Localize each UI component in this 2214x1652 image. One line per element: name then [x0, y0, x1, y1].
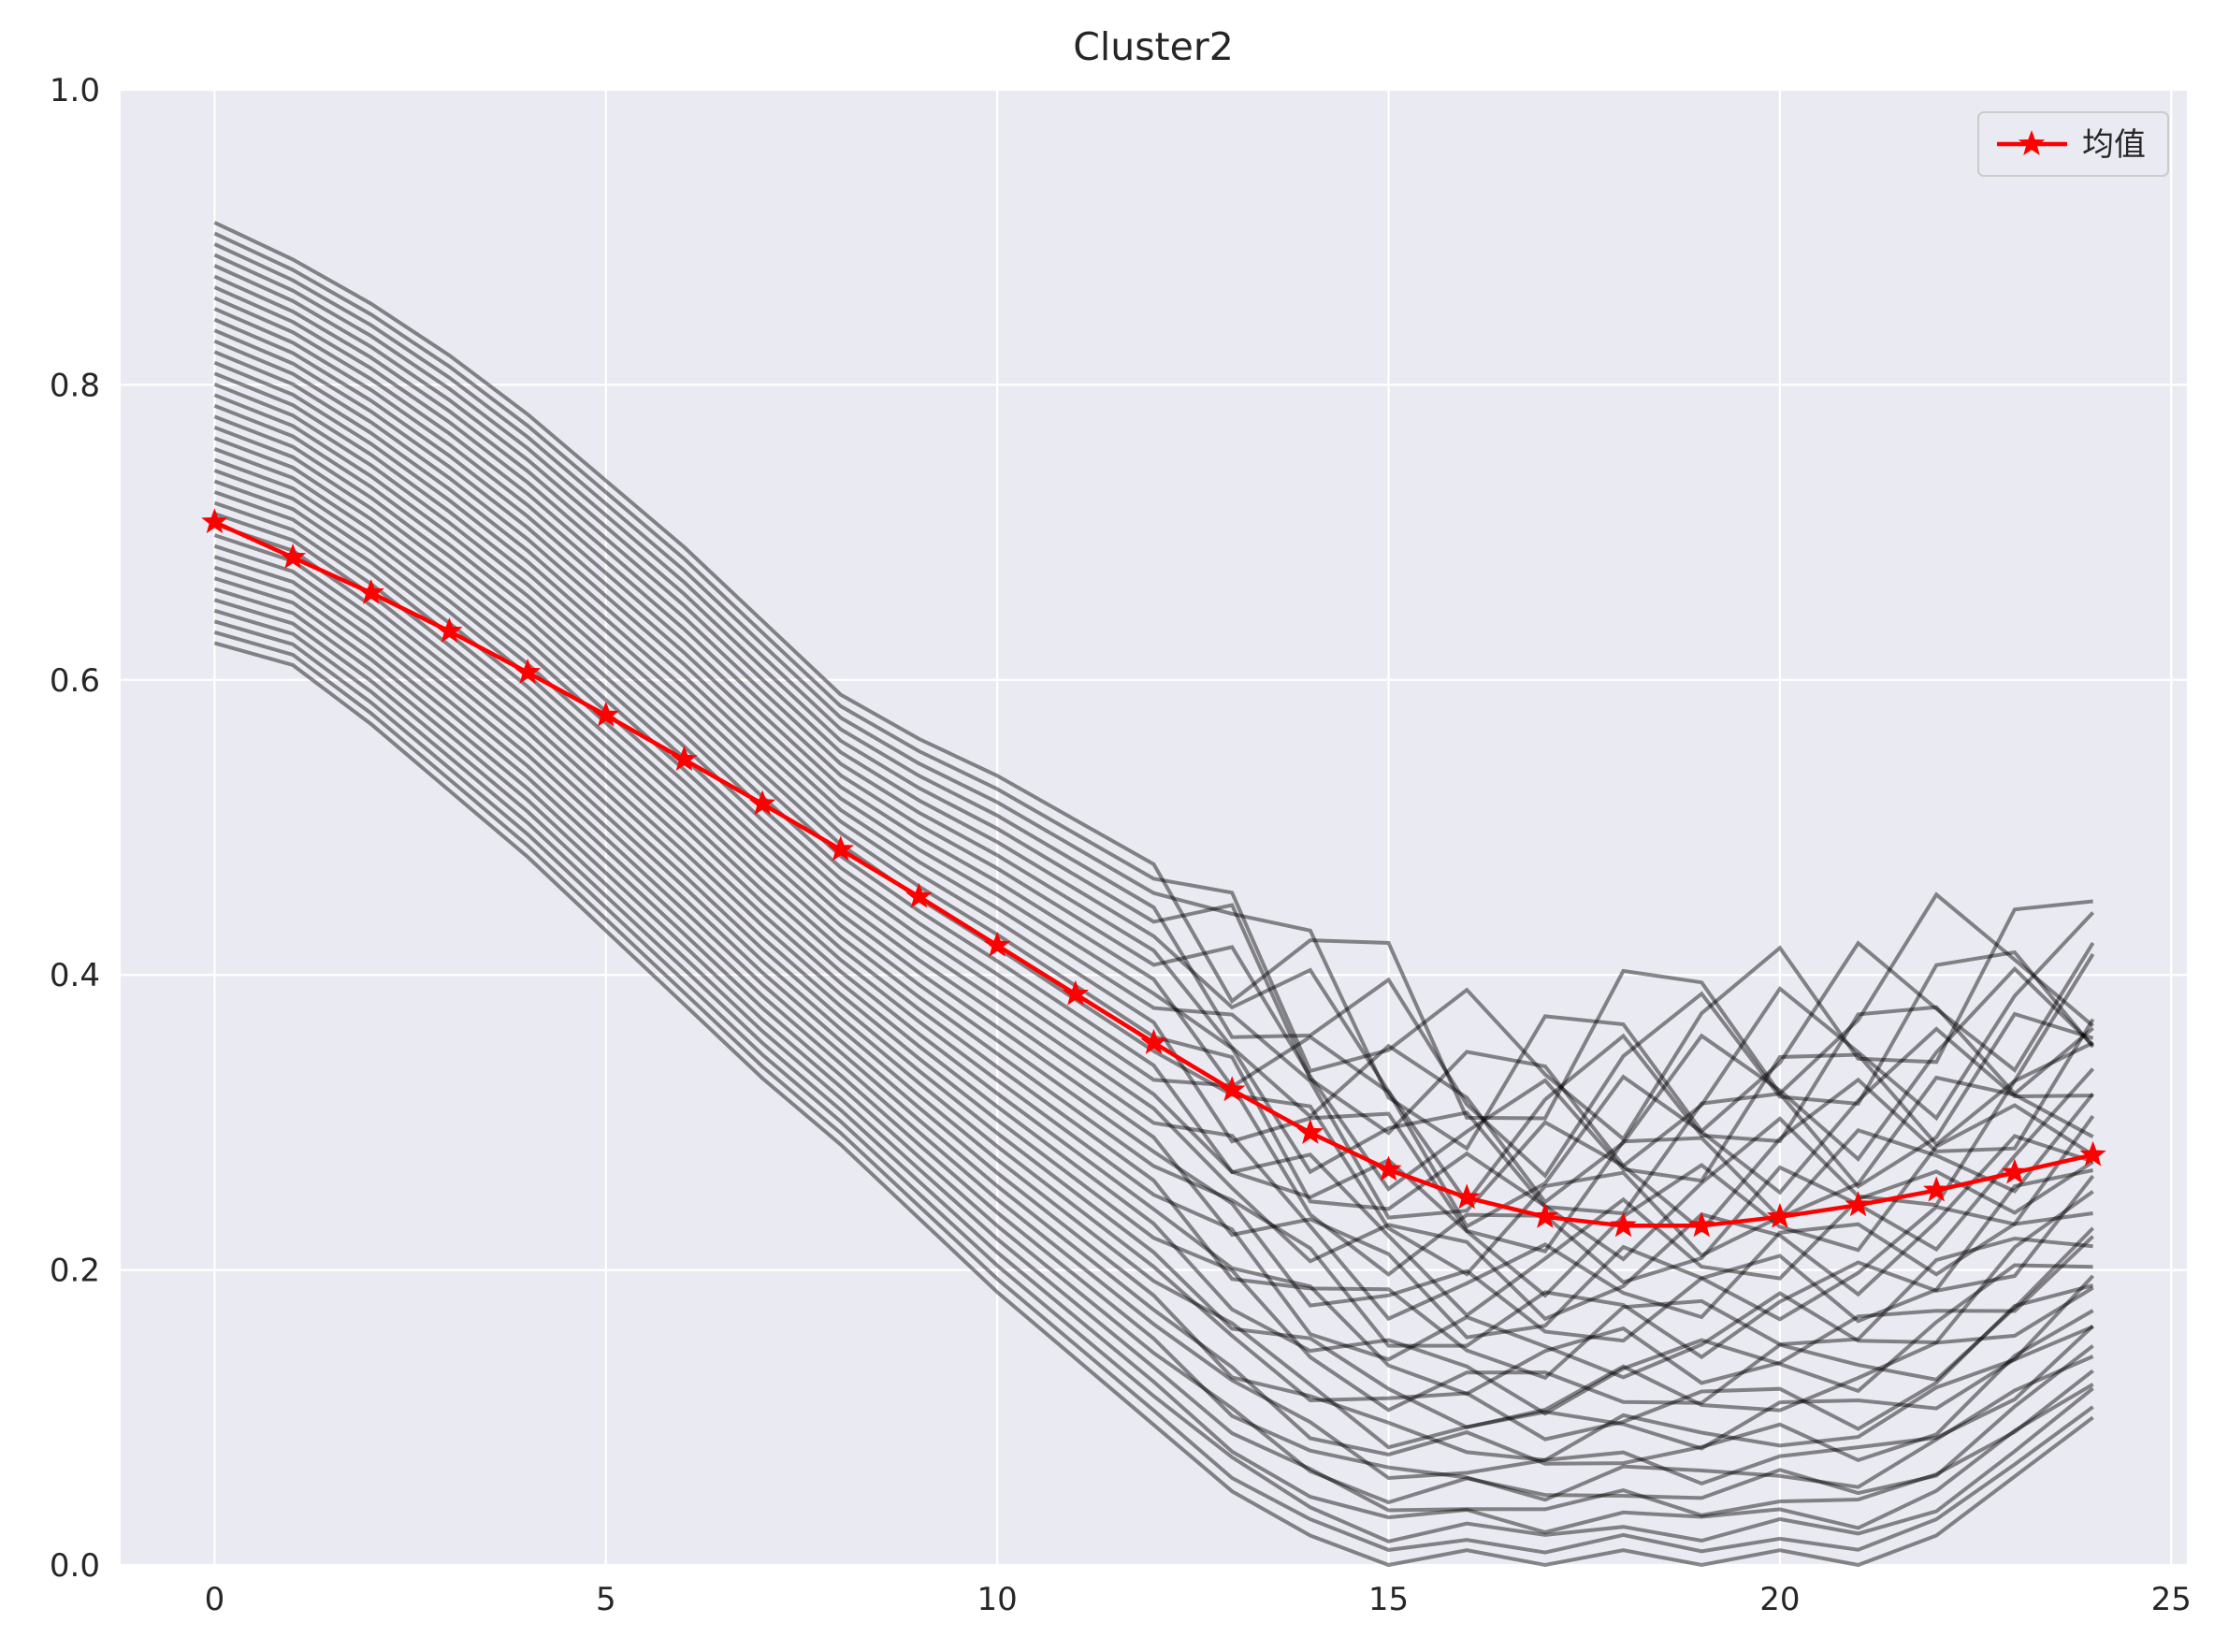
y-tick-label: 0.8	[50, 367, 100, 404]
member-line	[213, 533, 2095, 1451]
member-line	[213, 512, 2094, 1429]
legend-mean-marker	[2018, 130, 2046, 156]
chart-title: Cluster2	[1073, 24, 1234, 69]
mean-series	[201, 508, 2106, 1238]
member-line	[213, 565, 2094, 1486]
y-tick-label: 0.4	[50, 957, 100, 994]
member-line	[213, 414, 2095, 1322]
mean-point	[2079, 1140, 2106, 1167]
legend[interactable]: 均值	[1977, 111, 2169, 177]
mean-point	[1923, 1176, 1950, 1202]
member-line	[213, 328, 2095, 1234]
member-line	[213, 576, 2094, 1502]
mean-point	[436, 616, 463, 643]
x-tick-label: 10	[977, 1581, 1018, 1618]
mean-point	[983, 931, 1011, 957]
grid-lines	[121, 88, 2187, 1567]
member-line	[213, 522, 2094, 1442]
mean-point	[1766, 1202, 1794, 1228]
mean-point	[1062, 979, 1089, 1006]
member-line	[213, 426, 2093, 1340]
mean-point	[1454, 1183, 1481, 1210]
mean-point	[827, 835, 854, 862]
member-line	[213, 242, 2095, 1152]
tick-labels: 0 5 10 15 20 25 0.0 0.2 0.4 0.6 0.8 1.0	[50, 72, 2192, 1618]
mean-point	[1375, 1155, 1402, 1181]
mean-point	[357, 578, 384, 604]
x-tick-label: 0	[205, 1581, 225, 1618]
member-line	[213, 371, 2094, 1298]
mean-point	[671, 746, 698, 772]
member-line	[213, 630, 2094, 1555]
member-line	[213, 543, 2094, 1462]
mean-point	[905, 882, 933, 908]
member-line	[213, 253, 2095, 1179]
member-line	[213, 619, 2094, 1543]
member-line	[213, 393, 2094, 1318]
member-line	[213, 221, 2094, 1121]
member-line	[213, 598, 2094, 1517]
member-line	[213, 274, 2094, 1206]
member-line	[213, 500, 2095, 1413]
member-line	[213, 231, 2093, 1142]
member-line	[213, 296, 2095, 1192]
member-line	[213, 382, 2095, 1284]
x-tick-label: 25	[2151, 1581, 2192, 1618]
member-line	[213, 587, 2094, 1505]
mean-point	[279, 543, 307, 569]
legend-box	[1977, 111, 2169, 177]
legend-label-mean: 均值	[2082, 126, 2146, 164]
member-line	[213, 490, 2093, 1416]
mean-point	[2001, 1158, 2029, 1184]
mean-point	[1531, 1202, 1559, 1228]
member-line	[213, 608, 2094, 1535]
member-line	[213, 285, 2094, 1205]
mean-point	[748, 790, 776, 816]
y-tick-label: 1.0	[50, 72, 100, 109]
member-line	[213, 264, 2095, 1169]
mean-point	[514, 658, 542, 684]
y-tick-label: 0.6	[50, 662, 100, 700]
mean-point	[1219, 1076, 1246, 1102]
y-tick-label: 0.2	[50, 1253, 100, 1290]
x-tick-label: 20	[1759, 1581, 1800, 1618]
x-tick-label: 5	[596, 1581, 616, 1618]
mean-point	[1845, 1191, 1872, 1217]
mean-point	[1296, 1119, 1324, 1144]
member-line	[213, 447, 2095, 1360]
member-line	[213, 317, 2094, 1216]
plot-background	[121, 90, 2187, 1565]
x-tick-label: 15	[1368, 1581, 1409, 1618]
member-line	[213, 403, 2094, 1322]
mean-point	[1688, 1211, 1715, 1238]
mean-point	[592, 701, 619, 727]
member-line	[213, 555, 2094, 1466]
mean-point	[1610, 1211, 1637, 1238]
member-line	[213, 641, 2094, 1568]
y-tick-label: 0.0	[50, 1547, 100, 1585]
member-line	[213, 436, 2093, 1343]
mean-point	[201, 508, 228, 534]
member-line	[213, 479, 2094, 1397]
member-line	[213, 307, 2093, 1229]
mean-point	[1140, 1028, 1167, 1054]
